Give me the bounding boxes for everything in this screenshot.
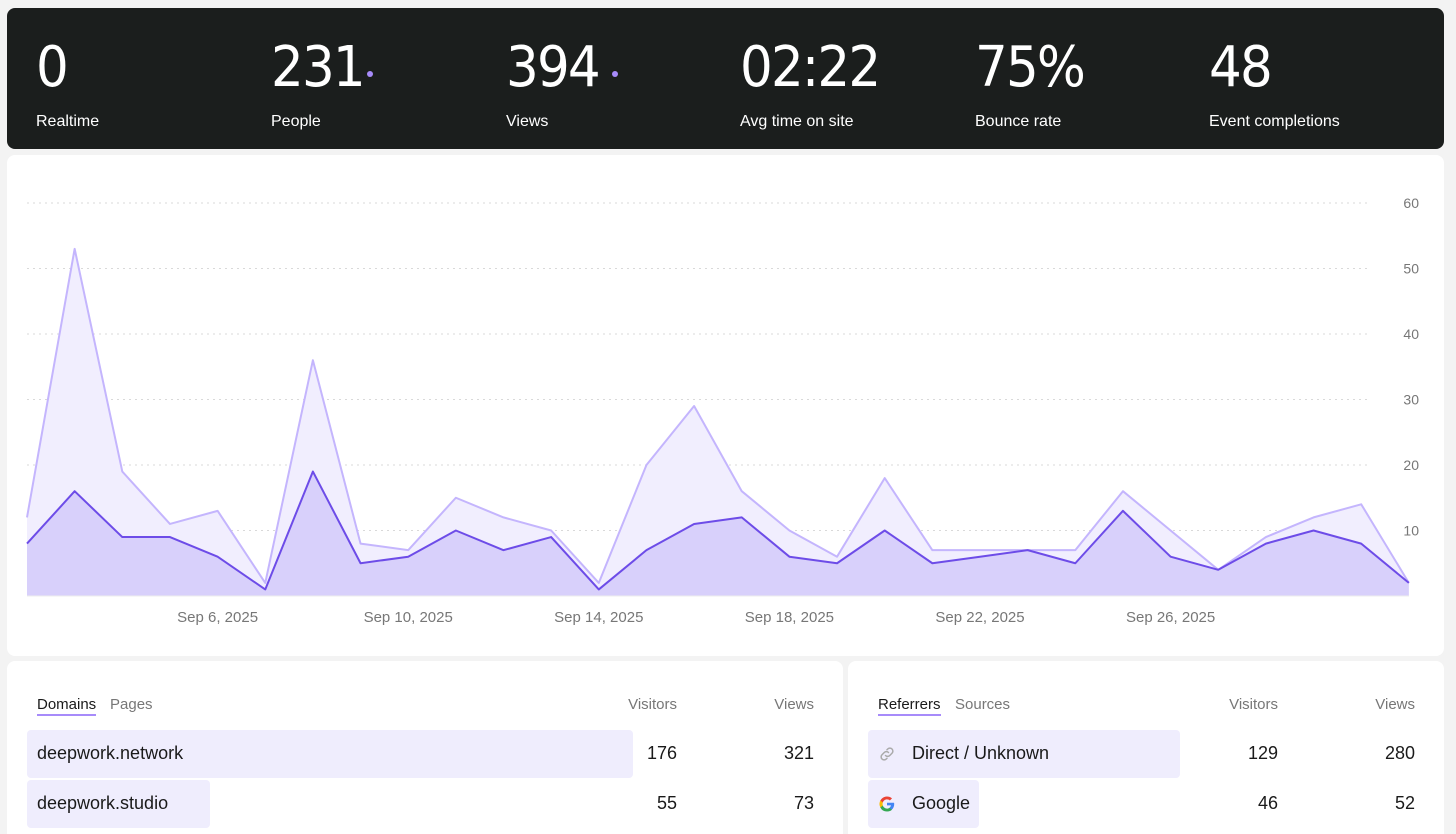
people-area	[27, 471, 1409, 596]
stat-value: 0	[36, 35, 69, 100]
col-views[interactable]: Views	[774, 696, 814, 713]
stat-realtime[interactable]: 0 Realtime	[36, 38, 99, 132]
domains-table-card: Domains Pages Visitors Views deepwork.ne…	[7, 661, 843, 834]
stat-value: 75%	[975, 35, 1086, 100]
traffic-chart-card: 10 20 30 40 50 60 Sep 6, 2025 Sep 10, 2025 Sep 1…	[7, 155, 1444, 656]
stat-avg-time[interactable]: 02:22 Avg time on site	[740, 38, 891, 132]
y-tick-label: 40	[1403, 326, 1419, 342]
tab-domains[interactable]: Domains	[37, 696, 97, 716]
y-tick-label: 20	[1403, 457, 1419, 473]
row-visitors: 129	[1247, 743, 1278, 763]
stat-label: Avg time on site	[740, 113, 854, 130]
stat-value: 231	[271, 35, 366, 100]
domains-table-header: Domains Pages Visitors Views	[7, 696, 843, 718]
row-views: 321	[783, 743, 814, 763]
stat-label: Bounce rate	[975, 113, 1062, 130]
row-label: Direct / Unknown	[912, 743, 1050, 763]
row-share-bar	[27, 730, 633, 778]
tab-pages[interactable]: Pages	[110, 696, 153, 713]
table-row[interactable]: Google 46 52	[848, 780, 1444, 828]
x-tick-label: Sep 6, 2025	[177, 609, 258, 626]
stat-event-completions[interactable]: 48 Event completions	[1209, 38, 1340, 132]
col-views[interactable]: Views	[1375, 696, 1415, 713]
row-visitors: 46	[1257, 793, 1278, 813]
row-share-bar	[27, 780, 210, 828]
row-visitors: 176	[646, 743, 677, 763]
stat-label: Views	[506, 113, 549, 130]
link-icon	[880, 747, 894, 761]
row-label: deepwork.studio	[37, 793, 169, 813]
stat-value: 02:22	[740, 35, 881, 100]
table-row[interactable]: deepwork.network 176 321	[7, 730, 843, 778]
stats-bar: 0 Realtime 231 People 394 Views 02:22 Av…	[7, 8, 1444, 149]
stat-views[interactable]: 394 Views	[506, 35, 618, 132]
y-tick-label: 60	[1403, 195, 1419, 211]
google-icon	[879, 796, 895, 812]
row-label: Google	[912, 793, 971, 813]
row-views: 73	[793, 793, 814, 813]
stat-label: Realtime	[36, 113, 100, 130]
people-line	[26, 470, 1410, 591]
traffic-chart[interactable]: 10 20 30 40 50 60 Sep 6, 2025 Sep 10, 2025 Sep 1…	[7, 155, 1444, 656]
row-share-bar	[868, 780, 979, 828]
row-views: 52	[1394, 793, 1415, 813]
people-series-dot	[367, 71, 373, 77]
stat-bounce-rate[interactable]: 75% Bounce rate	[975, 38, 1093, 132]
table-row[interactable]: deepwork.studio 55 73	[7, 780, 843, 828]
views-line	[26, 247, 1410, 584]
tab-sources[interactable]: Sources	[955, 696, 1011, 713]
row-share-bar	[868, 730, 1180, 778]
col-visitors[interactable]: Visitors	[628, 696, 677, 713]
stat-label: People	[271, 113, 321, 130]
y-tick-label: 50	[1403, 261, 1419, 277]
stat-label: Event completions	[1209, 113, 1340, 130]
stat-value: 394	[506, 35, 601, 100]
stat-value: 48	[1209, 35, 1273, 100]
row-visitors: 55	[656, 793, 677, 813]
y-tick-label: 30	[1403, 392, 1419, 408]
table-row[interactable]: Direct / Unknown 129 280	[848, 730, 1444, 778]
views-series-dot	[612, 71, 618, 77]
x-tick-label: Sep 14, 2025	[554, 609, 643, 626]
row-label: deepwork.network	[37, 743, 184, 763]
referrers-table-header: Referrers Sources Visitors Views	[848, 696, 1444, 718]
x-tick-label: Sep 22, 2025	[935, 609, 1024, 626]
row-views: 280	[1384, 743, 1415, 763]
col-visitors[interactable]: Visitors	[1229, 696, 1278, 713]
x-tick-label: Sep 26, 2025	[1126, 609, 1215, 626]
tab-referrers[interactable]: Referrers	[878, 696, 941, 716]
x-tick-label: Sep 18, 2025	[745, 609, 834, 626]
stat-people[interactable]: 231 People	[271, 35, 373, 132]
referrers-table-card: Referrers Sources Visitors Views Direct …	[848, 661, 1444, 834]
y-tick-label: 10	[1403, 523, 1419, 539]
x-tick-label: Sep 10, 2025	[364, 609, 453, 626]
